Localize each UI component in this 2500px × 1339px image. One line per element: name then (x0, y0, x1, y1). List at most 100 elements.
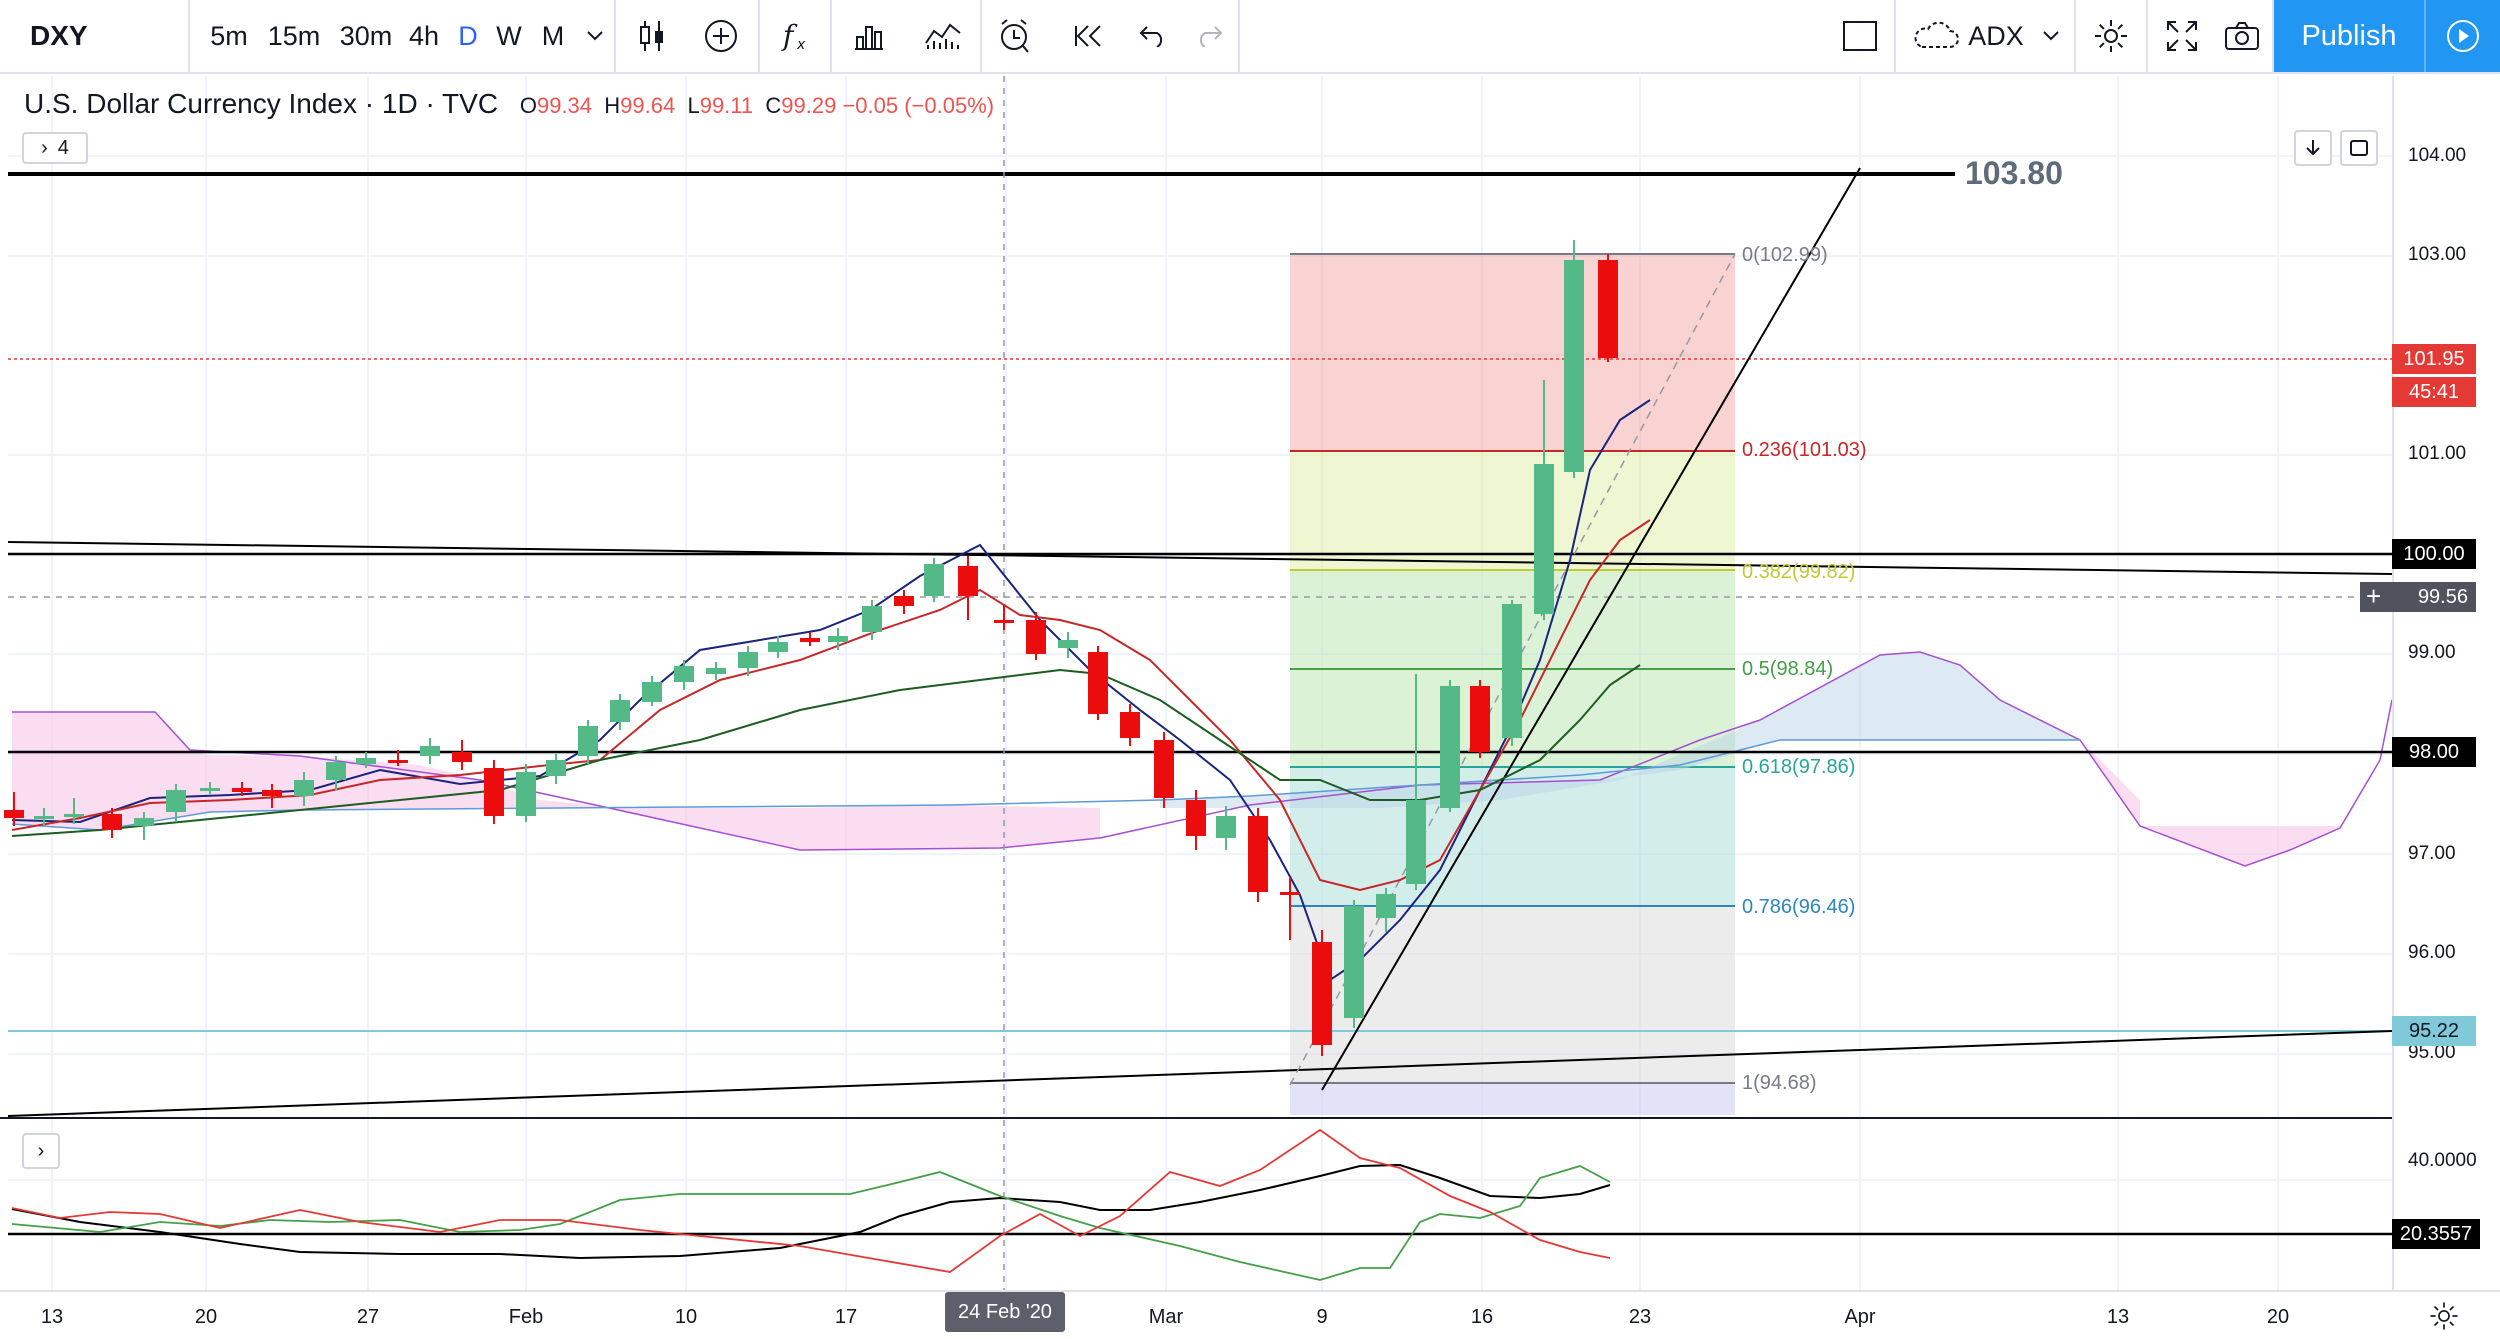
trend-line-lower (7, 1030, 2393, 1117)
plus-icon[interactable]: + (2366, 581, 2382, 611)
price-chart[interactable] (0, 74, 2500, 1339)
di-plus-line (11, 1165, 1611, 1281)
chevron-down-icon[interactable] (2028, 0, 2076, 72)
maximize-pane-button[interactable] (2340, 130, 2378, 166)
publish-button[interactable]: Publish (2274, 0, 2424, 72)
price-tick: 104.00 (2408, 145, 2467, 166)
indicators-icon[interactable] (906, 0, 982, 72)
candle-body (326, 762, 346, 780)
time-tick: 9 (1316, 1306, 1328, 1328)
move-down-button[interactable] (2294, 130, 2332, 166)
candle-body (1564, 260, 1584, 472)
chevron-down-icon[interactable] (576, 0, 616, 72)
time-tick: 13 (2106, 1306, 2130, 1328)
candle-body (924, 564, 944, 596)
fullscreen-icon[interactable] (2150, 0, 2214, 72)
chart-legend: U.S. Dollar Currency Index · 1D · TVC O9… (24, 88, 994, 120)
candle-body (34, 816, 54, 819)
candle-body (484, 768, 504, 816)
undo-icon[interactable] (1128, 0, 1178, 72)
crosshair-price-badge[interactable]: + 99.56 (2360, 582, 2476, 612)
gear-icon[interactable] (2424, 1298, 2464, 1334)
indicator-label[interactable]: ADX (1968, 20, 2024, 51)
time-tick: 23 (1628, 1306, 1652, 1328)
level-badge-98: 98.00 (2392, 737, 2476, 767)
expand-adx-pane-button[interactable]: › (22, 1133, 60, 1169)
change-value: −0.05 (−0.05%) (842, 93, 995, 118)
resistance-label: 103.80 (1965, 155, 2063, 191)
ichimoku-cloud-pink-right (2080, 740, 2340, 866)
fib-label-0-786: 0.786(96.46) (1742, 896, 1856, 918)
ichimoku-lead-line-b (11, 739, 2080, 831)
collapse-indicators-button[interactable]: › 4 (22, 132, 88, 164)
candle-body (388, 760, 408, 763)
price-tick: 101.00 (2408, 443, 2467, 464)
replay-icon[interactable] (1058, 0, 1118, 72)
candle-body (768, 642, 788, 652)
cloud-icon[interactable] (1906, 0, 1966, 72)
fib-zone (1290, 451, 1735, 570)
candle-body (166, 790, 186, 812)
candle-body (546, 760, 566, 776)
candles-icon[interactable] (624, 0, 680, 72)
time-tick: Apr (1844, 1306, 1876, 1328)
countdown-badge: 45:41 (2392, 377, 2476, 407)
price-tick: 97.00 (2408, 843, 2456, 864)
candle-body (958, 566, 978, 596)
interval-30m[interactable]: 30m (339, 20, 393, 51)
candle-body (1344, 906, 1364, 1018)
symbol-search[interactable]: DXY (0, 0, 190, 72)
chevron-right-icon: › (41, 136, 48, 159)
candle-body (134, 818, 154, 826)
interval-m[interactable]: M (541, 20, 565, 51)
candle-body (1248, 816, 1268, 892)
candle-body (1502, 604, 1522, 738)
interval-w[interactable]: W (496, 20, 522, 51)
gear-icon[interactable] (2076, 0, 2148, 72)
fib-zone (1290, 254, 1735, 451)
interval-5m[interactable]: 5m (210, 20, 248, 51)
interval-4h[interactable]: 4h (408, 20, 440, 51)
price-tick: 103.00 (2408, 244, 2467, 265)
time-tick: 27 (356, 1306, 380, 1328)
interval-15m[interactable]: 15m (267, 20, 321, 51)
fib-label-1: 1(94.68) (1742, 1072, 1817, 1094)
rectangle-icon[interactable] (1826, 0, 1896, 72)
candle-body (578, 726, 598, 756)
ma-red (11, 519, 1651, 892)
crosshair-date-label: 24 Feb '20 (945, 1292, 1065, 1332)
candle-body (674, 666, 694, 682)
candle-body (64, 814, 84, 817)
candle-body (828, 636, 848, 642)
ohlc-values: O99.34 H99.64 L99.11 C99.29 −0.05 (−0.05… (519, 93, 995, 118)
bars-compare-icon[interactable] (834, 0, 904, 72)
candle-body (294, 780, 314, 796)
candle-body (642, 682, 662, 702)
restore-icon (2350, 140, 2368, 156)
time-tick: Feb (508, 1306, 544, 1328)
candle-body (1312, 942, 1332, 1045)
candle-body (1088, 652, 1108, 714)
candle-body (1120, 712, 1140, 738)
fib-label-0-236: 0.236(101.03) (1742, 439, 1867, 461)
fib-label-0: 0(102.99) (1742, 244, 1828, 266)
candle-body (610, 700, 630, 722)
candle-body (994, 620, 1014, 623)
play-icon[interactable] (2424, 0, 2500, 72)
candle-body (1598, 260, 1618, 358)
alert-icon[interactable] (984, 0, 1044, 72)
add-icon[interactable] (684, 0, 760, 72)
level-badge-95-22: 95.22 (2392, 1016, 2476, 1046)
redo-icon[interactable] (1180, 0, 1240, 72)
last-price-badge: 101.95 (2392, 344, 2476, 374)
candle-body (1534, 464, 1554, 614)
interval-d[interactable]: D (458, 20, 478, 51)
time-tick: 16 (1470, 1306, 1494, 1328)
ma-dark-green (11, 664, 1641, 837)
camera-icon[interactable] (2212, 0, 2274, 72)
price-tick: 95.00 (2408, 1042, 2456, 1063)
fib-zone (1290, 906, 1735, 1083)
candle-body (862, 606, 882, 632)
